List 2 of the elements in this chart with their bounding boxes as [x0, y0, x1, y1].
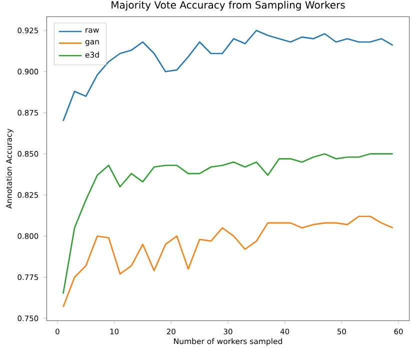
line-series [62, 30, 394, 122]
chart-title: Majority Vote Accuracy from Sampling Workers [112, 0, 345, 11]
